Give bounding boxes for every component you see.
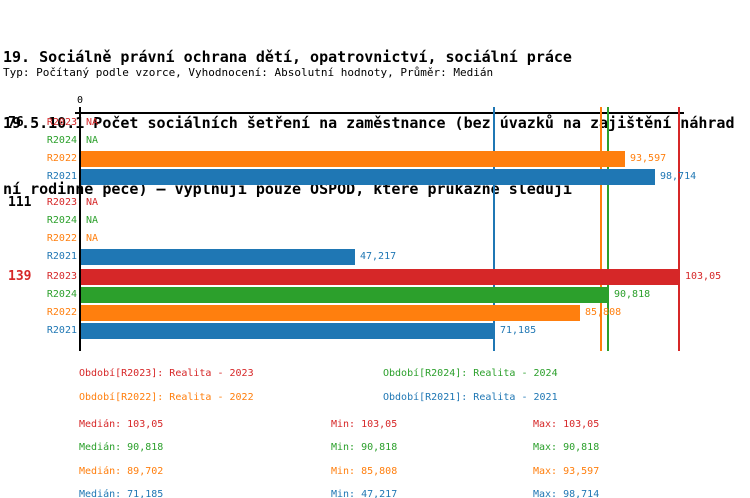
bar-value-139-r2024: 90,818	[614, 289, 651, 300]
bar-value-76-r2023: NA	[86, 117, 99, 128]
bar-value-111-r2022: NA	[86, 233, 99, 244]
stat-median-r2024: Medián: 90,818	[79, 442, 164, 454]
bar-value-111-r2024: NA	[86, 215, 99, 226]
stat-max-r2023: Max: 103,05	[533, 419, 600, 430]
bar-value-76-r2021: 98,714	[660, 171, 697, 182]
bar-139-r2023	[81, 269, 680, 285]
stat-max-r2021: Max: 98,714	[533, 489, 600, 498]
median-line-r2023	[678, 107, 680, 351]
row-label-111-r2022: R2022	[46, 233, 77, 244]
row-label-76-r2022: R2022	[46, 153, 77, 164]
stat-max-r2024: Max: 90,818	[533, 442, 600, 454]
bar-value-76-r2024: NA	[86, 135, 99, 146]
legend-item-r2022: Období[R2022]: Realita - 2022	[79, 392, 254, 403]
row-label-111-r2021: R2021	[46, 251, 77, 262]
legend-item-r2021: Období[R2021]: Realita - 2021	[383, 392, 558, 403]
stat-min-r2024: Min: 90,818	[331, 442, 398, 454]
median-line-r2024	[607, 107, 609, 351]
stat-median-r2021: Medián: 71,185	[79, 489, 164, 498]
stat-min-r2021: Min: 47,217	[331, 489, 398, 498]
y-axis-line	[79, 107, 81, 351]
group-label-111: 111	[8, 195, 32, 210]
bar-value-139-r2022: 85,808	[585, 307, 622, 318]
row-label-111-r2023: R2023	[46, 197, 77, 208]
x-axis-line	[75, 112, 684, 114]
median-line-r2022	[600, 107, 602, 351]
bar-value-139-r2023: 103,05	[685, 271, 722, 282]
row-label-139-r2022: R2022	[46, 307, 77, 318]
row-label-139-r2021: R2021	[46, 325, 77, 336]
bar-139-r2024	[81, 287, 609, 303]
bar-value-76-r2022: 93,597	[630, 153, 667, 164]
bar-139-r2021	[81, 323, 495, 339]
axis-zero-label: 0	[76, 95, 84, 106]
row-label-76-r2024: R2024	[46, 135, 77, 146]
bar-111-r2021	[81, 249, 355, 265]
title-line-1: 19. Sociálně právní ochrana dětí, opatro…	[3, 48, 572, 66]
stat-min-r2023: Min: 103,05	[331, 419, 398, 430]
stat-median-r2022: Medián: 89,702	[79, 465, 164, 477]
row-label-76-r2021: R2021	[46, 171, 77, 182]
row-label-111-r2024: R2024	[46, 215, 77, 226]
median-line-r2021	[493, 107, 495, 351]
stat-min-r2022: Min: 85,808	[331, 465, 398, 477]
stats-table: Medián: 103,05 Min: 103,05 Max: 103,05 Medi…	[79, 413, 599, 498]
bar-value-139-r2021: 71,185	[500, 325, 537, 336]
chart-legend: Období[R2023]: Realita - 2023 Období[R202…	[79, 362, 558, 410]
stat-max-r2022: Max: 93,597	[533, 465, 600, 477]
bar-value-111-r2021: 47,217	[360, 251, 397, 262]
row-label-139-r2023: R2023	[46, 271, 77, 282]
legend-item-r2023: Období[R2023]: Realita - 2023	[79, 368, 254, 379]
title-line-2: 19.5.10.1 Počet sociálních šetření na za…	[3, 114, 735, 132]
bar-76-r2022	[81, 151, 625, 167]
group-label-139: 139	[8, 269, 32, 284]
chart-meta-line: Typ: Počítaný podle vzorce, Vyhodnocení:…	[3, 66, 494, 79]
group-label-76: 76	[8, 115, 24, 130]
chart-title: 19. Sociálně právní ochrana dětí, opatro…	[3, 2, 735, 244]
legend-item-r2024: Období[R2024]: Realita - 2024	[383, 368, 558, 379]
row-label-139-r2024: R2024	[46, 289, 77, 300]
row-label-76-r2023: R2023	[46, 117, 77, 128]
bar-139-r2022	[81, 305, 580, 321]
stat-median-r2023: Medián: 103,05	[79, 419, 164, 430]
bar-76-r2021	[81, 169, 655, 185]
bar-value-111-r2023: NA	[86, 197, 99, 208]
